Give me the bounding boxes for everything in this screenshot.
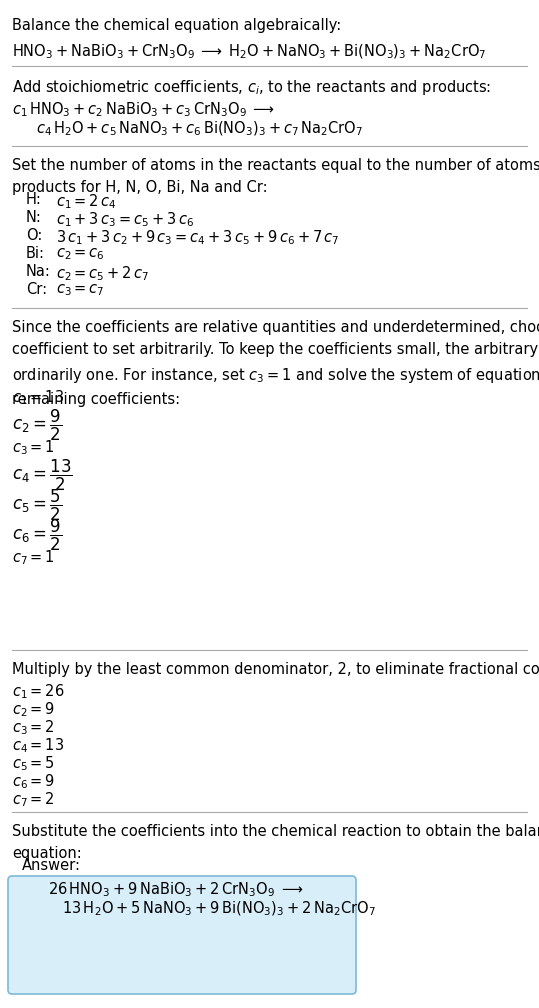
Text: $c_1 + 3\,c_3 = c_5 + 3\,c_6$: $c_1 + 3\,c_3 = c_5 + 3\,c_6$ bbox=[56, 210, 194, 229]
Text: $c_2 = c_6$: $c_2 = c_6$ bbox=[56, 246, 105, 262]
Text: $c_1 = 2\,c_4$: $c_1 = 2\,c_4$ bbox=[56, 192, 116, 211]
Text: $26\,\mathrm{HNO_3} + 9\,\mathrm{NaBiO_3} + 2\,\mathrm{CrN_3O_9} \;\longrightarr: $26\,\mathrm{HNO_3} + 9\,\mathrm{NaBiO_3… bbox=[48, 880, 303, 899]
Text: $c_4\,\mathrm{H_2O} + c_5\,\mathrm{NaNO_3} + c_6\,\mathrm{Bi(NO_3)_3} + c_7\,\ma: $c_4\,\mathrm{H_2O} + c_5\,\mathrm{NaNO_… bbox=[36, 120, 363, 138]
Text: $c_4 = 13$: $c_4 = 13$ bbox=[12, 736, 64, 755]
Text: N:: N: bbox=[26, 210, 42, 225]
Text: $c_2 = 9$: $c_2 = 9$ bbox=[12, 700, 55, 719]
Text: Add stoichiometric coefficients, $c_i$, to the reactants and products:: Add stoichiometric coefficients, $c_i$, … bbox=[12, 78, 491, 97]
Text: O:: O: bbox=[26, 228, 43, 243]
Text: $c_1 = 13$: $c_1 = 13$ bbox=[12, 388, 64, 406]
Text: $c_4 = \dfrac{13}{2}$: $c_4 = \dfrac{13}{2}$ bbox=[12, 458, 73, 493]
Text: $c_2 = \dfrac{9}{2}$: $c_2 = \dfrac{9}{2}$ bbox=[12, 408, 62, 444]
Text: Na:: Na: bbox=[26, 264, 51, 279]
Text: Balance the chemical equation algebraically:: Balance the chemical equation algebraica… bbox=[12, 18, 341, 33]
Text: $c_6 = \dfrac{9}{2}$: $c_6 = \dfrac{9}{2}$ bbox=[12, 518, 62, 553]
Text: Bi:: Bi: bbox=[26, 246, 45, 261]
Text: $c_7 = 1$: $c_7 = 1$ bbox=[12, 548, 55, 566]
Text: $c_3 = c_7$: $c_3 = c_7$ bbox=[56, 282, 105, 297]
FancyBboxPatch shape bbox=[8, 876, 356, 994]
Text: Cr:: Cr: bbox=[26, 282, 47, 297]
Text: $c_1 = 26$: $c_1 = 26$ bbox=[12, 682, 65, 701]
Text: $c_7 = 2$: $c_7 = 2$ bbox=[12, 790, 55, 808]
Text: $c_3 = 1$: $c_3 = 1$ bbox=[12, 438, 55, 457]
Text: Substitute the coefficients into the chemical reaction to obtain the balanced
eq: Substitute the coefficients into the che… bbox=[12, 824, 539, 861]
Text: $c_2 = c_5 + 2\,c_7$: $c_2 = c_5 + 2\,c_7$ bbox=[56, 264, 149, 282]
Text: $c_5 = 5$: $c_5 = 5$ bbox=[12, 754, 55, 773]
Text: $c_5 = \dfrac{5}{2}$: $c_5 = \dfrac{5}{2}$ bbox=[12, 488, 62, 523]
Text: Multiply by the least common denominator, 2, to eliminate fractional coefficient: Multiply by the least common denominator… bbox=[12, 662, 539, 677]
Text: $c_6 = 9$: $c_6 = 9$ bbox=[12, 772, 55, 790]
Text: H:: H: bbox=[26, 192, 42, 207]
Text: $3\,c_1 + 3\,c_2 + 9\,c_3 = c_4 + 3\,c_5 + 9\,c_6 + 7\,c_7$: $3\,c_1 + 3\,c_2 + 9\,c_3 = c_4 + 3\,c_5… bbox=[56, 228, 340, 247]
Text: $c_3 = 2$: $c_3 = 2$ bbox=[12, 718, 55, 737]
Text: Set the number of atoms in the reactants equal to the number of atoms in the
pro: Set the number of atoms in the reactants… bbox=[12, 158, 539, 196]
Text: $c_1\,\mathrm{HNO_3} + c_2\,\mathrm{NaBiO_3} + c_3\,\mathrm{CrN_3O_9} \;\longrig: $c_1\,\mathrm{HNO_3} + c_2\,\mathrm{NaBi… bbox=[12, 100, 275, 119]
Text: $13\,\mathrm{H_2O} + 5\,\mathrm{NaNO_3} + 9\,\mathrm{Bi(NO_3)_3} + 2\,\mathrm{Na: $13\,\mathrm{H_2O} + 5\,\mathrm{NaNO_3} … bbox=[62, 900, 376, 918]
Text: $\mathrm{HNO_3 + NaBiO_3 + CrN_3O_9 \;\longrightarrow\; H_2O + NaNO_3 + Bi(NO_3): $\mathrm{HNO_3 + NaBiO_3 + CrN_3O_9 \;\l… bbox=[12, 43, 486, 61]
Text: Since the coefficients are relative quantities and underdetermined, choose a
coe: Since the coefficients are relative quan… bbox=[12, 320, 539, 407]
Text: Answer:: Answer: bbox=[22, 858, 81, 873]
